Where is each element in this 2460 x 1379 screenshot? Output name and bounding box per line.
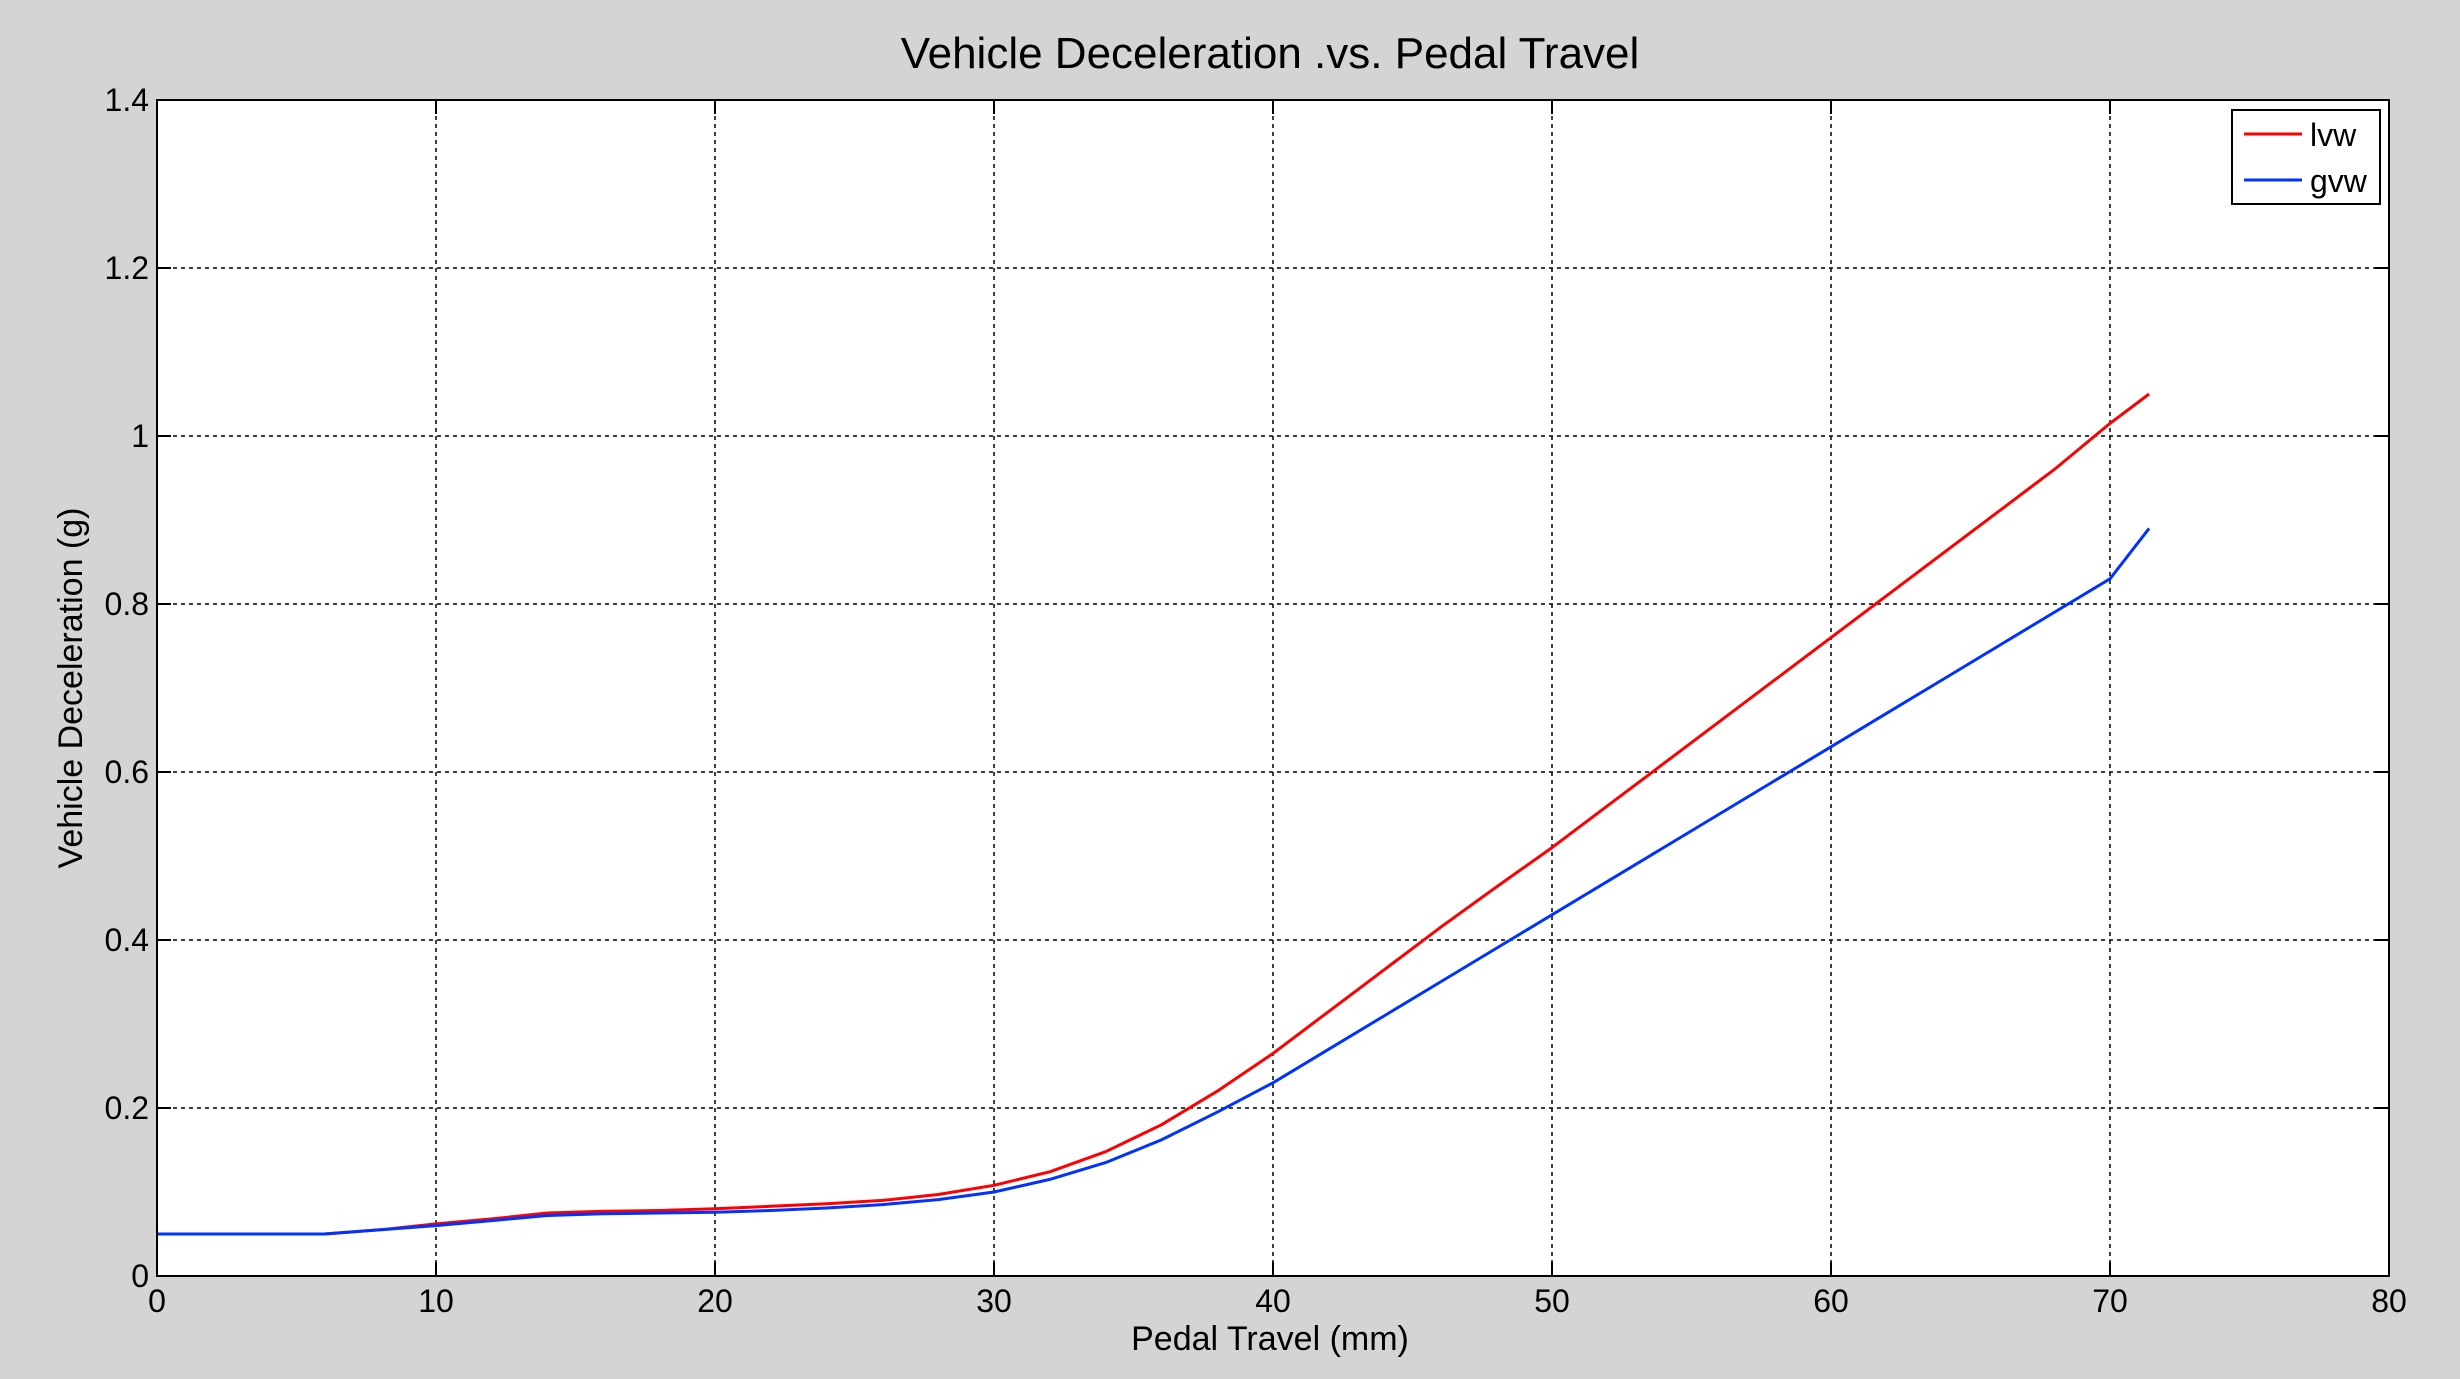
series-line-gvw — [157, 527, 2151, 1236]
y-tick-label: 0 — [131, 1258, 149, 1294]
legend-label-gvw: gvw — [2310, 163, 2368, 199]
legend-label-lvw: lvw — [2310, 117, 2357, 153]
x-tick-label: 70 — [2092, 1283, 2128, 1319]
series-layer — [157, 392, 2151, 1236]
tick-layer: 0 10 20 30 40 50 60 70 80 0 0.2 0.4 0.6 0.8 1 1.2 1.4 — [105, 82, 2407, 1319]
x-axis-label: Pedal Travel (mm) — [1131, 1320, 1409, 1358]
y-tick-label: 0.2 — [105, 1090, 149, 1126]
legend-box — [2231, 109, 2381, 205]
y-tick-label: 0.8 — [105, 586, 149, 622]
x-tick-label: 80 — [2371, 1283, 2407, 1319]
y-tick-label: 1.4 — [105, 82, 149, 118]
y-tick-label: 0.6 — [105, 754, 149, 790]
y-tick-label: 1 — [131, 418, 149, 454]
chart-title: Vehicle Deceleration .vs. Pedal Travel — [901, 29, 1640, 78]
x-tick-label: 20 — [697, 1283, 733, 1319]
y-tick-label: 0.4 — [105, 922, 149, 958]
x-tick-label: 40 — [1255, 1283, 1291, 1319]
series-line-lvw — [157, 392, 2151, 1236]
x-tick-label: 60 — [1813, 1283, 1849, 1319]
x-tick-label: 10 — [418, 1283, 454, 1319]
y-tick-label: 1.2 — [105, 250, 149, 286]
x-tick-label: 30 — [976, 1283, 1012, 1319]
x-tick-label: 50 — [1534, 1283, 1570, 1319]
x-tick-label: 0 — [148, 1283, 166, 1319]
legend: lvw gvw — [2231, 109, 2381, 205]
y-axis-label: Vehicle Deceleration (g) — [52, 508, 90, 869]
grid-layer — [157, 100, 2389, 1276]
